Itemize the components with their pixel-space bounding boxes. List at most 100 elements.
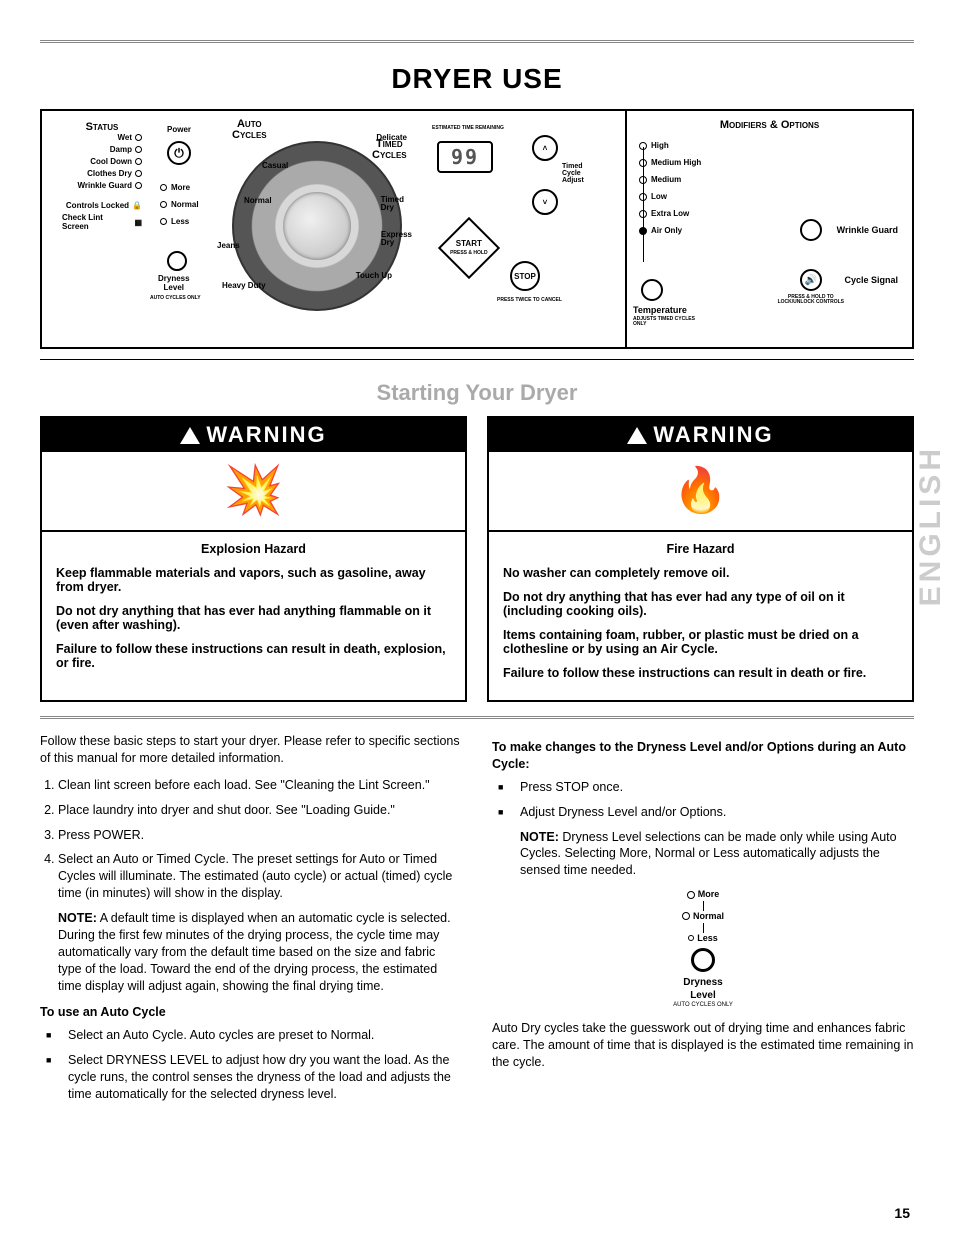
warning-text: No washer can completely remove oil.: [503, 566, 898, 580]
temp-aironly: Air Only: [639, 226, 701, 235]
dryness-label: Dryness Level: [158, 275, 190, 293]
status-led-label: Cool Down: [90, 157, 132, 166]
status-led-wrinkleguard: Wrinkle Guard: [62, 181, 142, 190]
lint-icon: ▦: [134, 218, 142, 227]
wrinkle-guard-button: [800, 219, 822, 241]
changes-b2-text: Adjust Dryness Level and/or Options.: [520, 805, 726, 819]
explosion-icon: 💥: [224, 467, 284, 515]
hazard-title: Explosion Hazard: [56, 542, 451, 556]
step-4-text: Select an Auto or Timed Cycle. The prese…: [58, 852, 452, 900]
chevron-up-icon: ˄: [543, 144, 548, 153]
start-button: START PRESS & HOLD: [438, 217, 500, 279]
warning-body: Fire Hazard No washer can completely rem…: [489, 532, 912, 700]
modifiers-title: Modifiers & Options: [637, 119, 902, 131]
start-sub: PRESS & HOLD: [450, 250, 488, 256]
wrinkle-guard-label: Wrinkle Guard: [837, 225, 898, 235]
temp-label: Medium: [651, 175, 681, 184]
hazard-title: Fire Hazard: [503, 542, 898, 556]
fig-less: Less: [492, 933, 914, 945]
temp-label: Air Only: [651, 226, 682, 235]
fire-icon-row: 🔥: [489, 452, 912, 532]
power-label: Power: [167, 125, 191, 134]
warning-text: Failure to follow these instructions can…: [56, 642, 451, 670]
fig-label: Normal: [693, 911, 724, 921]
changes-bullet-2: Adjust Dryness Level and/or Options. NOT…: [498, 804, 914, 880]
warning-body: Explosion Hazard Keep flammable material…: [42, 532, 465, 690]
stop-button: STOP: [510, 261, 540, 291]
dryness-figure: More Normal Less Dryness Level AUTO CYCL…: [492, 889, 914, 1010]
fig-normal: Normal: [492, 911, 914, 923]
temp-label: High: [651, 141, 669, 150]
status-column: Status Wet Damp Cool Down Clothes Dry Wr…: [62, 121, 142, 234]
stop-sub: PRESS TWICE TO CANCEL: [497, 297, 562, 303]
speaker-icon: 🔊: [805, 275, 817, 286]
outro-text: Auto Dry cycles take the guesswork out o…: [492, 1020, 914, 1071]
cycle-touch-up: Touch Up: [356, 271, 392, 280]
right-column: To make changes to the Dryness Level and…: [492, 733, 914, 1111]
warning-header: WARNING: [489, 418, 912, 452]
less-time-button: ˅: [532, 189, 558, 215]
intro-text: Follow these basic steps to start your d…: [40, 733, 462, 767]
temp-extralow: Extra Low: [639, 209, 701, 218]
status-led-label: Clothes Dry: [87, 169, 132, 178]
cycle-signal-button: 🔊: [800, 269, 822, 291]
cycle-normal: Normal: [244, 196, 272, 205]
fig-label: More: [698, 889, 720, 899]
status-led-label: Wrinkle Guard: [77, 181, 132, 190]
top-rule: [40, 40, 914, 43]
est-time-label: ESTIMATED TIME REMAINING: [432, 125, 504, 131]
panel-underline: [40, 359, 914, 360]
warning-text: Items containing foam, rubber, or plasti…: [503, 628, 898, 656]
fire-icon: 🔥: [673, 469, 728, 513]
start-label: START: [456, 239, 482, 248]
explosion-icon-row: 💥: [42, 452, 465, 532]
status-led-label: Wet: [117, 133, 132, 142]
cycle-casual: Casual: [262, 161, 288, 170]
dryness-led-less: Less: [160, 217, 199, 226]
warning-fire: WARNING 🔥 Fire Hazard No washer can comp…: [487, 416, 914, 702]
warning-explosion: WARNING 💥 Explosion Hazard Keep flammabl…: [40, 416, 467, 702]
temp-medium: Medium: [639, 175, 701, 184]
panel-left: Status Wet Damp Cool Down Clothes Dry Wr…: [42, 111, 627, 347]
step-1: Clean lint screen before each load. See …: [58, 777, 462, 794]
temp-label: Medium High: [651, 158, 701, 167]
section-title: Starting Your Dryer: [40, 380, 914, 406]
temp-low: Low: [639, 192, 701, 201]
temp-sublabel: ADJUSTS TIMED CYCLES ONLY: [633, 317, 695, 327]
warning-label: WARNING: [206, 422, 326, 448]
note-label: NOTE:: [58, 911, 97, 925]
auto-cycles-header: Auto Cycles: [232, 119, 267, 141]
cycle-delicate: Delicate: [376, 133, 407, 142]
auto-bullet-1: Select an Auto Cycle. Auto cycles are pr…: [46, 1027, 462, 1044]
warning-text: Do not dry anything that has ever had an…: [56, 604, 451, 632]
fig-label: Less: [697, 933, 718, 943]
warning-text: Failure to follow these instructions can…: [503, 666, 898, 680]
led-label: Less: [171, 217, 189, 226]
warnings-row: WARNING 💥 Explosion Hazard Keep flammabl…: [40, 416, 914, 702]
changes-bullets: Press STOP once. Adjust Dryness Level an…: [498, 779, 914, 879]
fig-button-ring: [691, 948, 715, 972]
status-led-damp: Damp: [62, 145, 142, 154]
temp-medhigh: Medium High: [639, 158, 701, 167]
status-led-label: Damp: [110, 145, 132, 154]
page-number: 15: [894, 1205, 910, 1221]
temperature-button: [641, 279, 663, 301]
controls-locked-label: Controls Locked: [66, 201, 129, 210]
dryness-led-normal: Normal: [160, 200, 199, 209]
power-button: ⏻: [167, 141, 191, 165]
warning-text: Keep flammable materials and vapors, suc…: [56, 566, 451, 594]
warning-header: WARNING: [42, 418, 465, 452]
body-columns: Follow these basic steps to start your d…: [40, 733, 914, 1111]
dryness-sublabel: AUTO CYCLES ONLY: [150, 295, 201, 301]
fig-sub: AUTO CYCLES ONLY: [492, 1002, 914, 1010]
note-label: NOTE:: [520, 830, 559, 844]
cycle-jeans: Jeans: [217, 241, 240, 250]
changes-heading: To make changes to the Dryness Level and…: [492, 739, 914, 773]
mid-rule: [40, 716, 914, 719]
stop-label: STOP: [514, 272, 536, 281]
check-lint-label: Check Lint Screen: [62, 213, 131, 231]
dryness-led-more: More: [160, 183, 199, 192]
cycle-signal-label: Cycle Signal: [844, 275, 898, 285]
cycle-express-dry: Express Dry: [381, 231, 412, 247]
cycle-signal-sub: PRESS & HOLD TO LOCK/UNLOCK CONTROLS: [778, 295, 844, 305]
